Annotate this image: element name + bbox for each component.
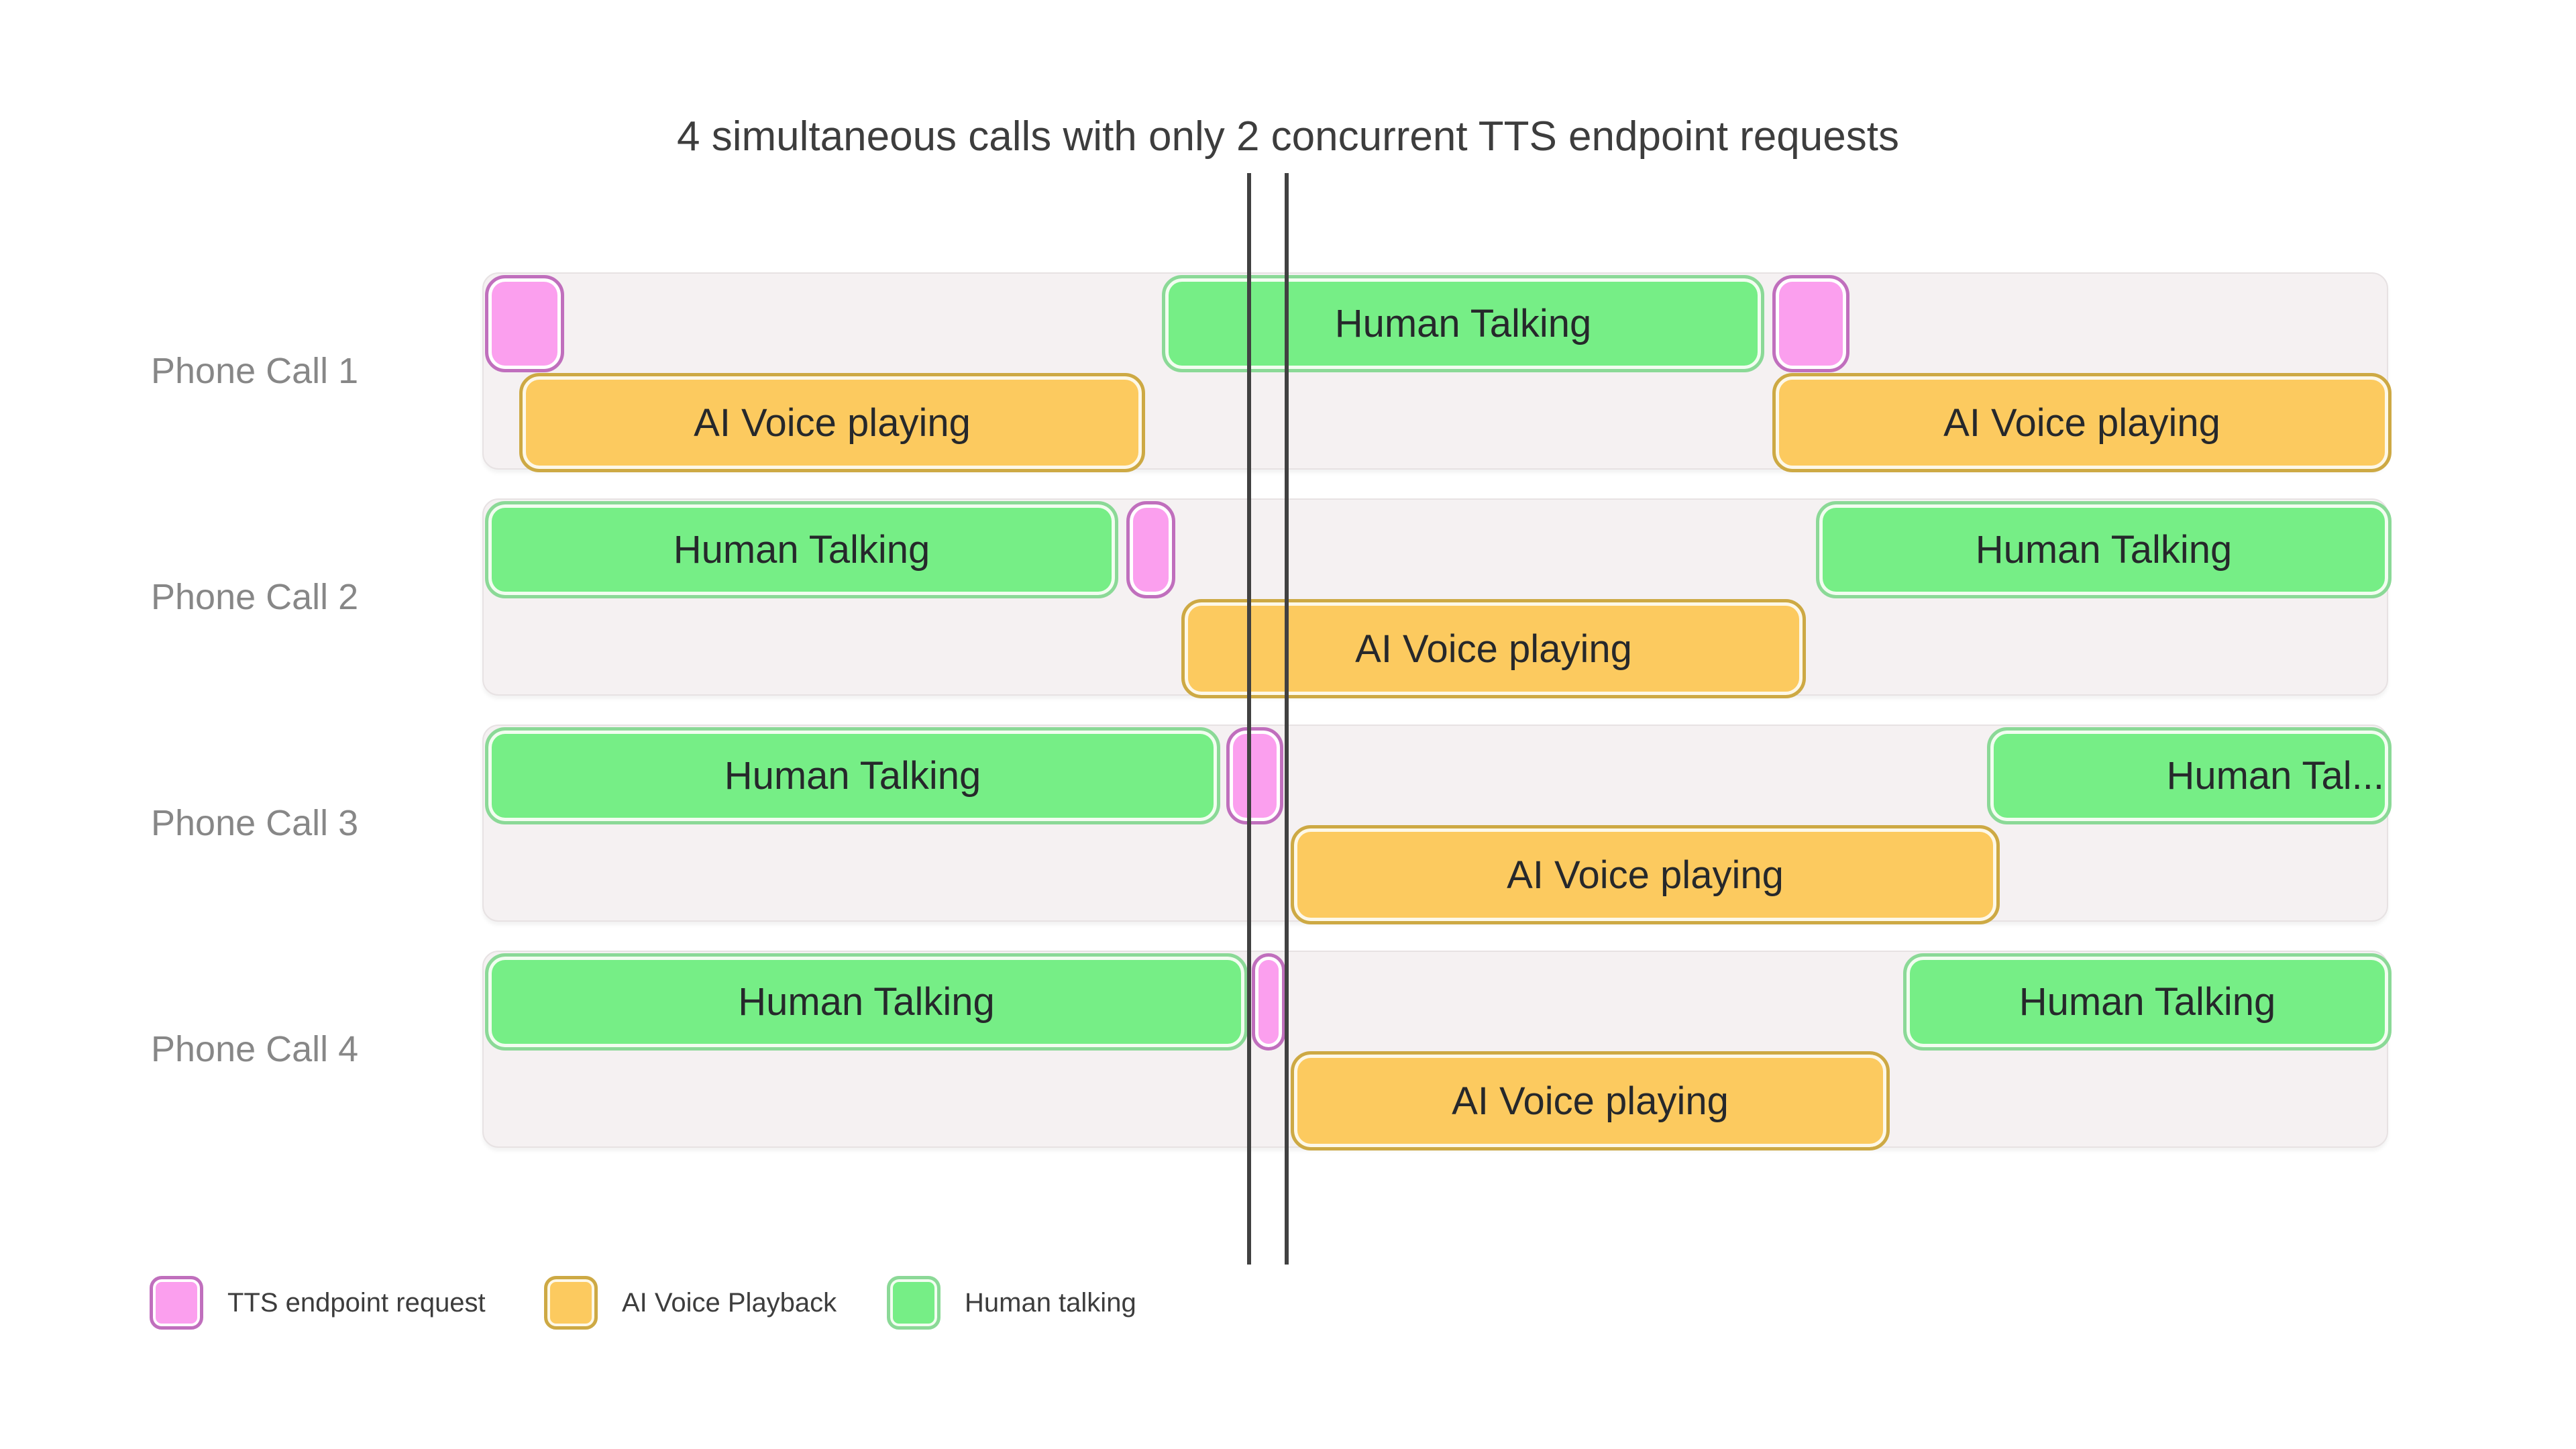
call-row-track-1: AI Voice playing Human Talking AI Voice pl… bbox=[482, 272, 2392, 472]
row-label-phone-call-4: Phone Call 4 bbox=[151, 1029, 359, 1069]
row-label-phone-call-1: Phone Call 1 bbox=[151, 351, 359, 391]
human-talking-block: Human Talking bbox=[485, 953, 1248, 1051]
tts-request-block bbox=[1252, 953, 1285, 1051]
concurrency-limit-line-2 bbox=[1285, 173, 1289, 1265]
legend-item-human: Human talking bbox=[887, 1276, 1136, 1330]
ai-voice-block: AI Voice playing bbox=[1291, 1051, 1890, 1150]
legend-swatch-ai bbox=[544, 1276, 598, 1330]
diagram-title: 4 simultaneous calls with only 2 concurr… bbox=[677, 113, 1899, 160]
human-talking-block: Human Talking bbox=[485, 501, 1118, 598]
tts-request-block bbox=[485, 275, 564, 372]
call-row-track-2: Human Talking AI Voice playing Human Talki… bbox=[482, 498, 2392, 698]
human-talking-block: Human Talking bbox=[1903, 953, 2392, 1051]
row-label-phone-call-2: Phone Call 2 bbox=[151, 577, 359, 617]
human-talking-block: Human Talking bbox=[1816, 501, 2392, 598]
tts-request-block bbox=[1772, 275, 1849, 372]
ai-voice-block: AI Voice playing bbox=[1772, 373, 2392, 472]
legend-swatch-human bbox=[887, 1276, 941, 1330]
legend-item-tts: TTS endpoint request bbox=[150, 1276, 486, 1330]
call-row-track-4: Human Talking AI Voice playing Human Talki… bbox=[482, 951, 2392, 1150]
ai-voice-block: AI Voice playing bbox=[1291, 825, 2000, 924]
tts-request-block bbox=[1226, 727, 1283, 824]
human-talking-block: Human Tal... bbox=[1987, 727, 2392, 824]
ai-voice-block: AI Voice playing bbox=[1181, 599, 1806, 698]
ai-voice-block: AI Voice playing bbox=[519, 373, 1145, 472]
human-talking-block: Human Talking bbox=[1162, 275, 1764, 372]
tts-request-block bbox=[1126, 501, 1175, 598]
call-row-track-3: Human Talking AI Voice playing Human Tal..… bbox=[482, 724, 2392, 924]
row-label-phone-call-3: Phone Call 3 bbox=[151, 803, 359, 843]
legend-swatch-tts bbox=[150, 1276, 203, 1330]
human-talking-block: Human Talking bbox=[485, 727, 1220, 824]
legend-label-tts: TTS endpoint request bbox=[227, 1287, 486, 1318]
legend-label-human: Human talking bbox=[965, 1287, 1136, 1318]
legend-item-ai: AI Voice Playback bbox=[544, 1276, 837, 1330]
concurrency-limit-line-1 bbox=[1247, 173, 1251, 1265]
legend-label-ai: AI Voice Playback bbox=[622, 1287, 837, 1318]
